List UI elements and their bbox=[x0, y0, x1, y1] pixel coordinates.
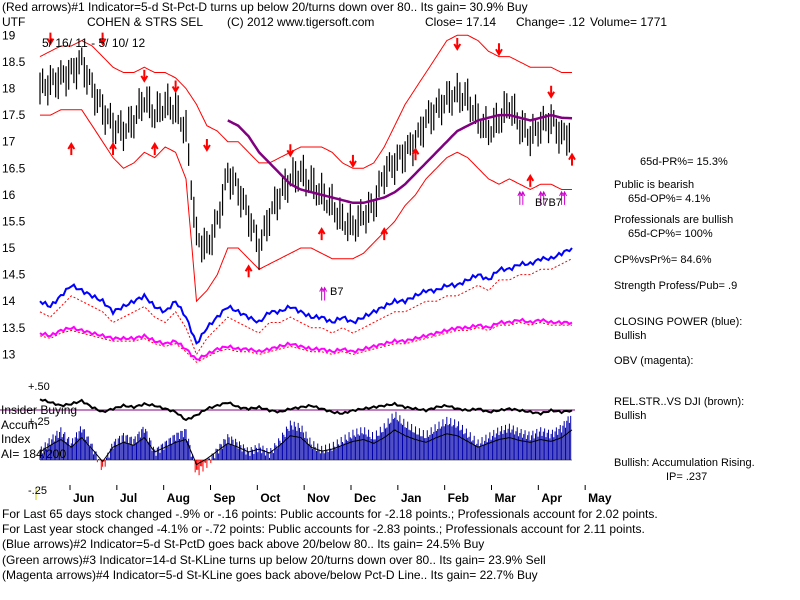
y-tick-label: 15 bbox=[2, 241, 16, 255]
rel-strength-line bbox=[39, 398, 573, 422]
lower-band-line bbox=[40, 109, 572, 303]
company-name: COHEN & STRS SEL bbox=[87, 15, 204, 29]
month-label: Jun bbox=[73, 491, 94, 505]
obv-label: OBV (magenta): bbox=[614, 355, 694, 367]
y-tick-label: 13 bbox=[2, 347, 16, 361]
pros-status: Professionals are bullish bbox=[614, 214, 734, 226]
ai-value: AI= 184/200 bbox=[1, 447, 67, 461]
closing-power-line bbox=[39, 247, 573, 345]
copyright-label: (C) 2012 www.tigersoft.com bbox=[227, 15, 375, 29]
pr-value: 65d-PR%= 15.3% bbox=[640, 156, 728, 168]
public-status: Public is bearish bbox=[614, 179, 695, 191]
upper-band-line bbox=[39, 34, 572, 169]
tick-minus-25: -.25 bbox=[28, 485, 47, 497]
red-arrow-down bbox=[203, 138, 211, 152]
y-tick-label: 18.5 bbox=[2, 55, 26, 69]
red-arrow-up bbox=[411, 147, 420, 161]
magenta-arrow bbox=[541, 190, 547, 205]
footer-line-1: For Last 65 days stock changed -.9% or -… bbox=[2, 507, 658, 521]
b7-label: B7 bbox=[330, 286, 344, 298]
indicator-1-line: (Red arrows)#1 Indicator=5-d St-Pct-D tu… bbox=[2, 0, 528, 14]
cp-value: 65d-CP%= 100% bbox=[628, 228, 713, 240]
red-arrow-down bbox=[171, 80, 180, 94]
red-arrow-up bbox=[109, 142, 117, 155]
obv-line bbox=[39, 317, 573, 361]
red-arrow-down bbox=[495, 43, 503, 57]
tick-plus-50: +.50 bbox=[28, 381, 50, 393]
magenta-arrow bbox=[562, 190, 568, 205]
red-arrow-up bbox=[67, 142, 76, 155]
y-tick-label: 18 bbox=[2, 81, 16, 95]
month-label: Nov bbox=[307, 491, 330, 505]
accum-ma-line bbox=[39, 429, 573, 466]
magenta-arrow bbox=[319, 286, 325, 301]
month-label: Dec bbox=[354, 491, 376, 505]
relstr-status: Bullish bbox=[614, 410, 647, 422]
index-label: Index bbox=[1, 432, 31, 446]
red-arrow-down bbox=[453, 37, 462, 51]
ip-value: IP= .237 bbox=[666, 471, 708, 483]
red-arrow-down bbox=[140, 69, 149, 83]
relstr-label: REL.STR..VS DJI (brown): bbox=[614, 396, 745, 408]
moving-average-line bbox=[227, 113, 573, 205]
red-arrow-up bbox=[244, 264, 253, 278]
y-tick-label: 17 bbox=[2, 135, 16, 149]
close-price: Close= 17.14 bbox=[425, 15, 497, 29]
y-tick-label: 17.5 bbox=[2, 108, 26, 122]
month-label: Jan bbox=[401, 491, 422, 505]
accum-status: Bullish: Accumulation Rising. bbox=[614, 457, 755, 469]
red-arrow-up bbox=[380, 227, 389, 241]
symbol-label: UTF bbox=[2, 15, 26, 29]
closing-power-label: CLOSING POWER (blue): bbox=[614, 316, 743, 328]
red-arrow-down bbox=[98, 32, 107, 46]
closing-power-status: Bullish bbox=[614, 330, 647, 342]
footer-line-4: (Green arrows)#3 Indicator=14-d St-KLine… bbox=[2, 553, 546, 567]
red-arrow-down bbox=[547, 85, 555, 99]
insider-buying-label: Insider Buying bbox=[1, 403, 78, 417]
footer-line-5: (Magenta arrows)#4 Indicator=5-d St-KLin… bbox=[2, 568, 538, 582]
red-arrow-down bbox=[286, 144, 295, 158]
y-tick-label: 15.5 bbox=[2, 214, 26, 228]
month-label: Apr bbox=[541, 491, 562, 505]
month-label: Oct bbox=[260, 491, 280, 505]
red-arrow-up bbox=[568, 152, 576, 166]
b7b7-label: B7B7 bbox=[535, 197, 562, 209]
accum-label: Accum bbox=[1, 418, 38, 432]
volume-value: Volume= 1771 bbox=[590, 15, 668, 29]
tick-plus-25: +.25 bbox=[28, 416, 50, 428]
red-arrow-down bbox=[46, 32, 55, 46]
month-label: Aug bbox=[167, 491, 190, 505]
magenta-arrow bbox=[517, 190, 523, 205]
red-arrow-down bbox=[349, 154, 357, 168]
magenta-arrow bbox=[520, 190, 526, 205]
cpvspr-value: CP%vsPr%= 84.6% bbox=[614, 254, 712, 266]
change-value: Change= .12 bbox=[516, 15, 586, 29]
magenta-arrow bbox=[322, 286, 328, 301]
date-range: 5/ 16/ 11 - 5/ 10/ 12 bbox=[42, 36, 146, 50]
month-label: Sep bbox=[214, 491, 236, 505]
red-arrow-up bbox=[150, 142, 159, 155]
obv-ma bbox=[39, 321, 572, 363]
y-tick-label: 13.5 bbox=[2, 321, 26, 335]
month-label: Mar bbox=[495, 491, 517, 505]
footer-line-3: (Blue arrows)#2 Indicator=5-d St-PctD go… bbox=[2, 537, 485, 551]
red-arrow-up bbox=[526, 173, 535, 187]
y-tick-label: 14.5 bbox=[2, 268, 26, 282]
month-label: Feb bbox=[448, 491, 469, 505]
y-tick-label: 19 bbox=[2, 28, 16, 42]
y-tick-label: 16.5 bbox=[2, 161, 26, 175]
op-value: 65d-OP%= 4.1% bbox=[628, 193, 711, 205]
month-label: May bbox=[588, 491, 612, 505]
footer-line-2: For Last year stock changed -4.1% or -.7… bbox=[2, 522, 645, 536]
strength-value: Strength Profess/Pub= .9 bbox=[614, 280, 738, 292]
month-label: Jul bbox=[120, 491, 137, 505]
y-tick-label: 14 bbox=[2, 294, 16, 308]
y-tick-label: 16 bbox=[2, 188, 16, 202]
red-arrow-up bbox=[317, 227, 326, 241]
closing-power-ma bbox=[39, 258, 573, 356]
